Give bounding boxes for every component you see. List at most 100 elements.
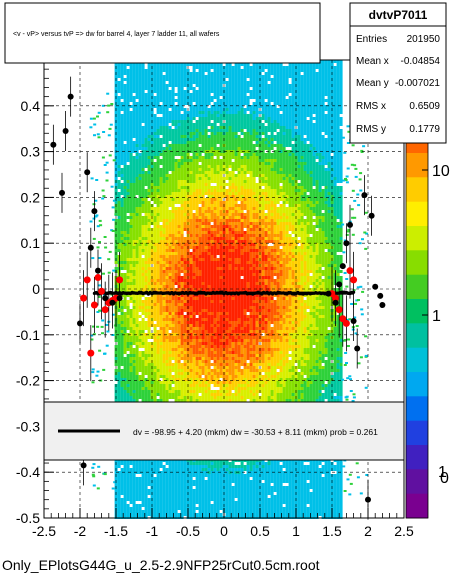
x-tick-label: -1.5 — [104, 523, 128, 539]
title-text: <v - vP> versus tvP => dw for barrel 4, … — [13, 31, 220, 38]
profile-point-black — [80, 462, 87, 469]
palette-cell — [406, 493, 428, 519]
z-tick-label-partial-zero: 0 — [440, 470, 449, 487]
profile-point-black — [339, 263, 346, 270]
profile-point-black — [59, 189, 65, 196]
x-tick-label: 0 — [220, 523, 228, 539]
palette-cell — [406, 177, 428, 203]
color-palette — [405, 79, 429, 519]
footer-filename: Only_EPlotsG44G_u_2.5-2.9NFP25rCut0.5cm.… — [2, 557, 320, 573]
stats-label: Entries — [356, 34, 387, 45]
profile-point-black — [109, 299, 116, 306]
stats-label: RMS y — [356, 124, 386, 135]
profile-point-black — [379, 302, 386, 309]
y-tick-label: -0.3 — [16, 418, 40, 434]
x-tick-label: 1.5 — [322, 523, 342, 539]
y-tick-label: 0.3 — [21, 144, 41, 160]
x-axis: -2.5 -2 -1.5 -1 -0.5 0 0.5 1 1.5 2 2.5 — [32, 508, 414, 539]
y-tick-label: -0.1 — [16, 327, 40, 343]
palette-cell — [406, 323, 428, 349]
profile-point-black — [332, 299, 339, 306]
palette-cell — [406, 420, 428, 446]
palette-cell — [406, 396, 428, 422]
x-tick-label: -1 — [146, 523, 159, 539]
stats-value: 0.6509 — [409, 101, 440, 112]
profile-point-black — [50, 141, 57, 148]
profile-point-black — [354, 345, 361, 352]
stats-label: Mean x — [356, 56, 389, 67]
profile-point-black — [325, 290, 332, 297]
stats-value: -0.04854 — [401, 56, 441, 67]
palette-cell — [406, 201, 428, 227]
x-tick-label: -0.5 — [176, 523, 200, 539]
profile-point-black — [361, 192, 368, 199]
profile-point-red — [350, 276, 358, 284]
profile-point-black — [62, 127, 69, 134]
y-tick-label: 0.1 — [21, 235, 41, 251]
profile-point-red — [98, 287, 106, 295]
stats-label: Mean y — [356, 78, 389, 89]
palette-cell — [406, 250, 428, 276]
x-tick-label: 2 — [364, 523, 372, 539]
profile-point-black — [343, 240, 350, 247]
profile-point-black — [84, 169, 91, 176]
y-tick-label: -0.2 — [16, 373, 40, 389]
profile-point-red — [87, 349, 95, 357]
profile-point-black — [336, 281, 343, 288]
profile-point-black — [67, 93, 74, 100]
y-axis: -0.5 -0.4 -0.3 -0.2 -0.1 0 0.1 0.2 0.3 0.4 — [16, 59, 54, 526]
z-tick-label-partial: 1 — [438, 464, 447, 481]
x-tick-label: -2.5 — [32, 523, 56, 539]
x-tick-label: 2.5 — [394, 523, 414, 539]
profile-point-red — [90, 301, 98, 309]
palette-cell — [406, 469, 428, 495]
y-tick-label: 0.2 — [21, 189, 41, 205]
profile-point-red — [346, 267, 354, 275]
palette-cell — [406, 372, 428, 397]
stats-value: -0.007021 — [395, 78, 440, 89]
title-box: <v - vP> versus tvP => dw for barrel 4, … — [4, 2, 321, 64]
y-tick-label: -0.4 — [16, 464, 40, 480]
profile-point-black — [377, 292, 384, 299]
legend-text: dv = -98.95 + 4.20 (mkm) dw = -30.53 + 8… — [133, 427, 378, 437]
profile-point-red — [101, 306, 109, 314]
palette-cell — [406, 299, 428, 324]
profile-point-black — [116, 295, 123, 302]
palette-cell — [406, 347, 428, 373]
profile-point-black — [365, 496, 371, 503]
stats-title: dvtvP7011 — [369, 8, 428, 22]
profile-point-red — [342, 319, 350, 327]
palette-cell — [406, 226, 428, 251]
z-tick-label: 10 — [432, 163, 450, 180]
profile-point-red — [83, 276, 91, 284]
profile-point-black — [77, 320, 83, 327]
x-tick-label: 0.5 — [250, 523, 270, 539]
profile-point-red — [80, 294, 88, 302]
stats-value: 0.1779 — [409, 124, 440, 135]
stats-value: 201950 — [407, 34, 441, 45]
profile-point-black — [102, 295, 109, 302]
profile-point-red — [335, 306, 343, 314]
profile-point-black — [95, 267, 101, 274]
stats-box: dvtvP7011 Entries 201950 Mean x -0.04854 Mea… — [349, 2, 447, 144]
y-tick-label: -0.5 — [16, 510, 40, 526]
profile-markers — [50, 76, 386, 520]
profile-point-black — [372, 283, 379, 290]
stats-label: RMS x — [356, 101, 386, 112]
palette-cell — [406, 274, 428, 300]
profile-point-red — [116, 276, 124, 284]
profile-point-black — [87, 244, 94, 251]
profile-point-black — [91, 208, 98, 215]
y-tick-label: 0.4 — [21, 98, 41, 114]
profile-point-black — [350, 318, 357, 325]
palette-cell — [406, 153, 428, 178]
y-tick-label: 0 — [32, 281, 40, 297]
palette-cell — [406, 445, 428, 470]
profile-point-black — [347, 221, 353, 228]
profile-point-red — [332, 294, 340, 302]
profile-point-black — [368, 212, 375, 219]
x-tick-label: 1 — [292, 523, 300, 539]
x-tick-label: -2 — [74, 523, 87, 539]
